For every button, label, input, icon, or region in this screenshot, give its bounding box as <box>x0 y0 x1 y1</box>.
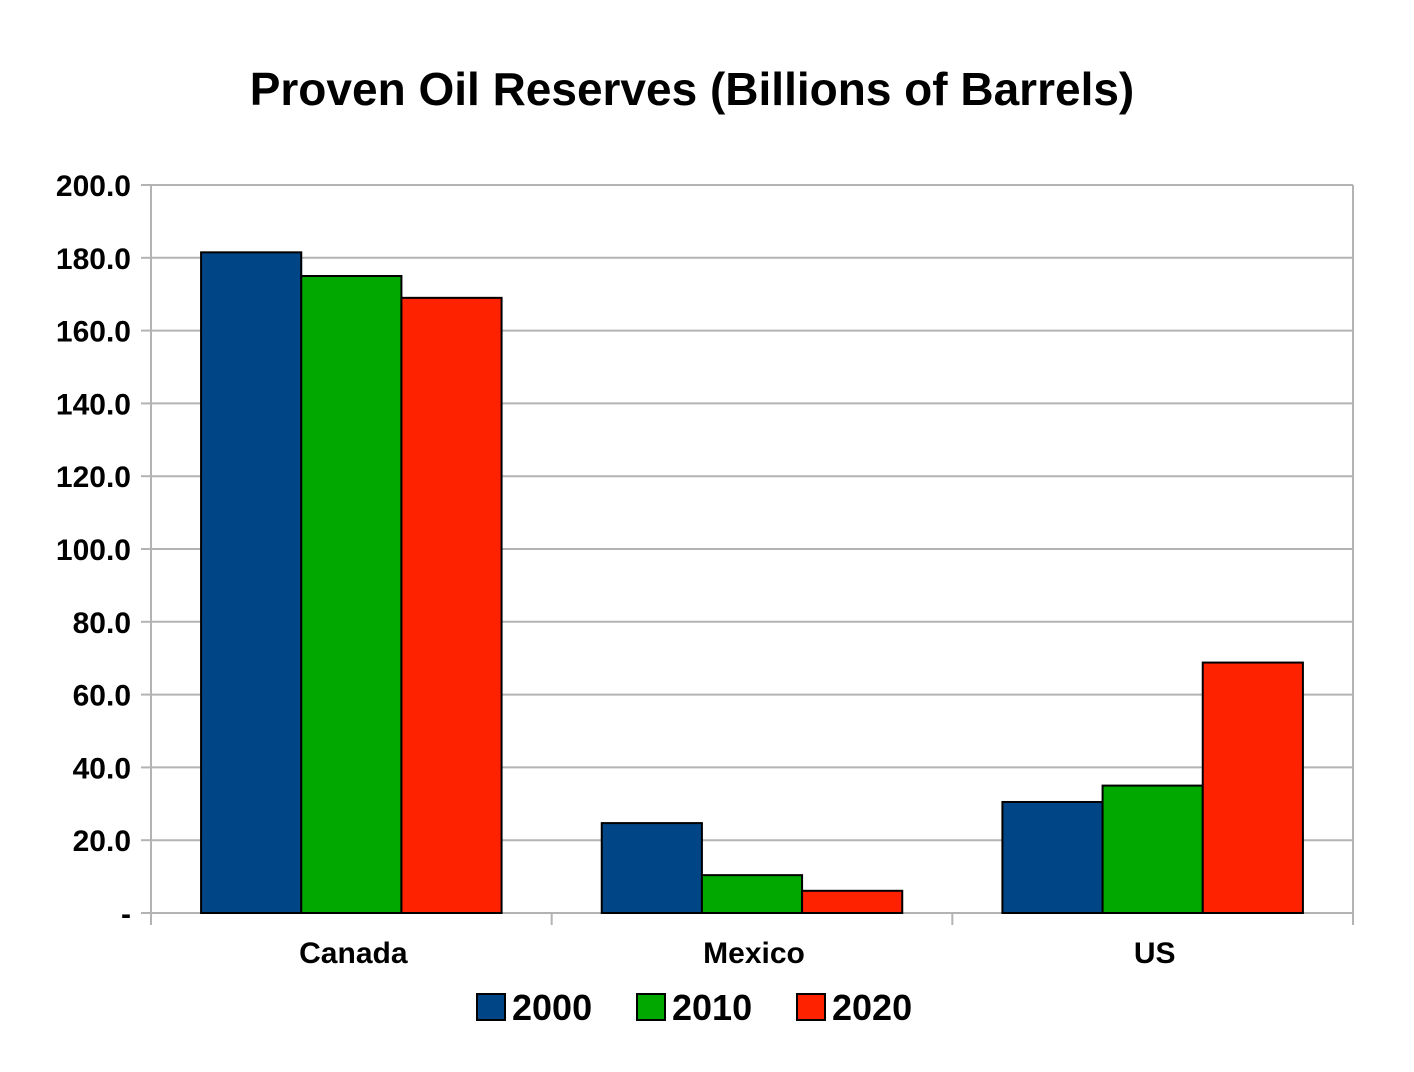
x-category-label: Canada <box>299 937 408 970</box>
chart-title: Proven Oil Reserves (Billions of Barrels… <box>250 63 1135 115</box>
bar-canada-2020 <box>400 296 503 914</box>
legend-swatch-2020 <box>796 993 826 1021</box>
x-category-label: Mexico <box>703 937 805 970</box>
legend-label-2020: 2020 <box>832 987 912 1028</box>
y-tick-label: 100.0 <box>56 534 131 567</box>
legend-label-2000: 2000 <box>512 987 592 1028</box>
legend: 2000 2010 2020 <box>476 987 912 1028</box>
legend-swatch-2010 <box>636 993 666 1021</box>
x-category-labels: Canada Mexico US <box>299 937 1175 970</box>
bar-mexico-2020 <box>801 889 904 915</box>
y-tick-label: 140.0 <box>56 388 131 421</box>
y-tick-label: - <box>121 898 131 931</box>
bars <box>200 251 1304 915</box>
y-tick-label: 120.0 <box>56 461 131 494</box>
bar-mexico-2010 <box>700 874 804 914</box>
y-tick-label: 200.0 <box>56 170 131 203</box>
bar-canada-2000 <box>200 251 303 914</box>
legend-swatch-2000 <box>476 993 506 1021</box>
bar-mexico-2000 <box>600 822 703 914</box>
y-tick-label: 60.0 <box>73 680 131 713</box>
legend-label-2010: 2010 <box>672 987 752 1028</box>
bar-us-2010 <box>1101 784 1204 914</box>
y-tick-label: 20.0 <box>73 825 131 858</box>
y-tick-label: 160.0 <box>56 316 131 349</box>
bar-canada-2010 <box>300 275 403 914</box>
bar-us-2020 <box>1201 661 1304 914</box>
y-tick-label: 80.0 <box>73 607 131 640</box>
x-category-label: US <box>1134 937 1176 970</box>
y-tick-labels: - 20.0 40.0 60.0 80.0 100.0 120.0 140.0 160.0 180… <box>56 170 131 931</box>
bar-us-2000 <box>1001 800 1104 914</box>
y-tick-label: 40.0 <box>73 752 131 785</box>
y-tick-label: 180.0 <box>56 243 131 276</box>
